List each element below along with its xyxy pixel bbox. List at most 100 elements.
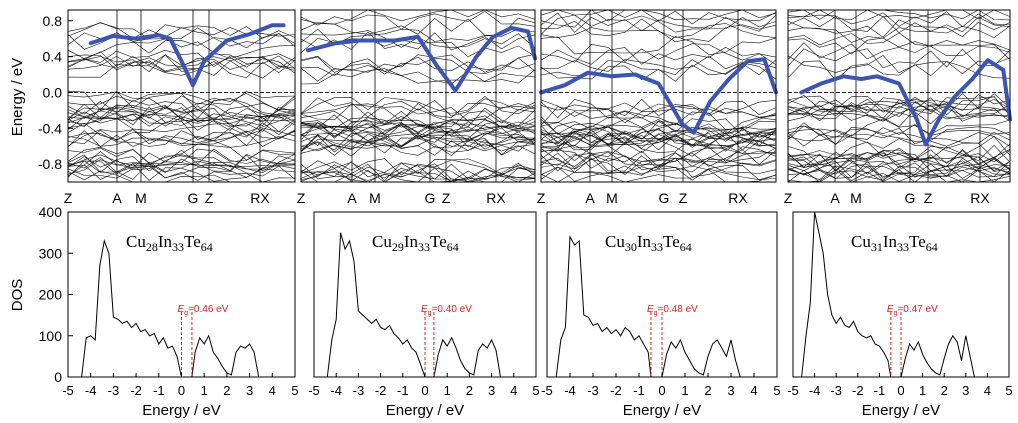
composition-label: Cu29In33Te64: [372, 232, 459, 254]
band-line: [67, 127, 296, 148]
highlighted-band: [539, 57, 778, 135]
gap-label: Eg=0.47 eV: [887, 304, 938, 317]
band-line: [540, 139, 777, 158]
band-line: [540, 129, 777, 145]
highlighted-band: [799, 58, 1012, 147]
band-line: [67, 58, 296, 79]
band-line: [787, 124, 1011, 140]
band-line: [787, 60, 1011, 81]
band-frame: [300, 9, 536, 183]
dos-xtick-label: -4: [330, 383, 342, 398]
dos-xtick-label: 3: [962, 383, 969, 398]
dos-ytick-label: 100: [39, 328, 63, 344]
band-line: [540, 43, 777, 63]
dos-xlabel: Energy / eV: [142, 402, 220, 419]
dos-curve: [801, 211, 975, 378]
dos-xtick-label: -1: [874, 383, 886, 398]
kpoint-label: A: [347, 190, 357, 206]
highlighted-band: [306, 25, 537, 93]
kpoint-label: M: [606, 190, 618, 206]
dos-xtick-label: -5: [308, 383, 320, 398]
band-line: [67, 90, 296, 111]
band-line: [787, 19, 1011, 38]
band-panel-3: Z A M G Z RX: [537, 9, 778, 206]
band-line: [67, 55, 296, 74]
kpoint-label: RX: [970, 190, 990, 206]
dos-xtick-label: 4: [750, 383, 757, 398]
dos-panel-3: Eg=0.48 eV Cu30In33Te64 -5 -4 -3 -2 -1 0 1 2 3 4 5 En…: [541, 211, 781, 419]
dos-xlabel: Energy / eV: [386, 402, 464, 419]
kpoint-label: Z: [205, 190, 214, 206]
band-line: [67, 91, 296, 112]
kpoint-label: G: [188, 190, 199, 206]
dos-xtick-label: -4: [85, 383, 97, 398]
band-line: [67, 112, 296, 132]
dos-ytick-label: 200: [39, 287, 63, 303]
dos-xtick-label: -2: [375, 383, 387, 398]
band-frame: [540, 9, 777, 183]
band-line: [787, 9, 1011, 21]
kpoint-label: RX: [728, 190, 748, 206]
gap-label: Eg=0.48 eV: [647, 304, 698, 317]
band-line: [540, 9, 777, 21]
band-line: [787, 96, 1011, 116]
band-line: [540, 24, 777, 43]
kpoint-label: M: [850, 190, 862, 206]
dos-ylabel: DOS: [9, 279, 26, 312]
band-line: [67, 154, 296, 173]
band-line: [787, 152, 1011, 172]
band-ytick-label: -0.8: [38, 156, 62, 172]
band-line: [787, 102, 1011, 118]
band-line: [540, 129, 777, 147]
kpoint-label: RX: [486, 190, 506, 206]
band-line: [67, 160, 296, 179]
dos-xtick-label: 5: [532, 383, 539, 398]
band-line: [787, 96, 1011, 116]
band-line: [540, 121, 777, 141]
band-line: [787, 141, 1011, 160]
band-line: [67, 98, 296, 119]
band-line: [67, 148, 296, 169]
band-line: [67, 153, 296, 171]
band-line: [787, 104, 1011, 122]
dos-xtick-label: 3: [246, 383, 253, 398]
band-line: [787, 11, 1011, 28]
dos-curve: [326, 232, 505, 378]
band-line: [787, 132, 1011, 147]
dos-panel-4: Eg=0.47 eV Cu31In33Te64 -5 -4 -3 -2 -1 0 1 2 3 4 5 En…: [787, 211, 1013, 419]
band-line: [787, 94, 1011, 111]
band-line: [540, 164, 777, 181]
band-line: [787, 156, 1011, 175]
band-line: [540, 98, 777, 119]
dos-xtick-label: 3: [488, 383, 495, 398]
dos-xtick-label: 2: [223, 383, 230, 398]
dos-xtick-label: 5: [773, 383, 780, 398]
dos-xtick-label: -4: [564, 383, 576, 398]
band-line: [67, 60, 296, 79]
dos-xtick-label: 0: [897, 383, 904, 398]
kpoint-label: G: [659, 190, 670, 206]
band-line: [67, 165, 296, 183]
kpoint-label: M: [369, 190, 381, 206]
band-line: [787, 99, 1011, 120]
band-line: [540, 55, 777, 72]
dos-xtick-label: 5: [1005, 383, 1012, 398]
kpoint-label: RX: [250, 190, 270, 206]
band-line: [787, 136, 1011, 156]
band-line: [67, 127, 296, 148]
dos-xtick-label: 2: [466, 383, 473, 398]
band-frame: [787, 9, 1011, 183]
highlighted-band: [88, 23, 286, 88]
dos-xtick-label: 0: [658, 383, 665, 398]
band-line: [67, 143, 296, 164]
band-line: [540, 106, 777, 126]
band-line: [787, 118, 1011, 138]
band-line: [67, 106, 296, 127]
dos-xlabel: Energy / eV: [862, 402, 940, 419]
band-line: [67, 105, 296, 125]
dos-ytick-label: 0: [54, 369, 62, 385]
dos-xtick-label: -2: [852, 383, 864, 398]
kpoint-label: A: [830, 190, 840, 206]
band-ytick-label: 0.8: [43, 13, 63, 29]
band-structure-row: Z A M G Z RX Z A M G Z RX Z A M G Z RX Z A M G Z RX0.80.40.0-0.…: [9, 9, 1012, 206]
